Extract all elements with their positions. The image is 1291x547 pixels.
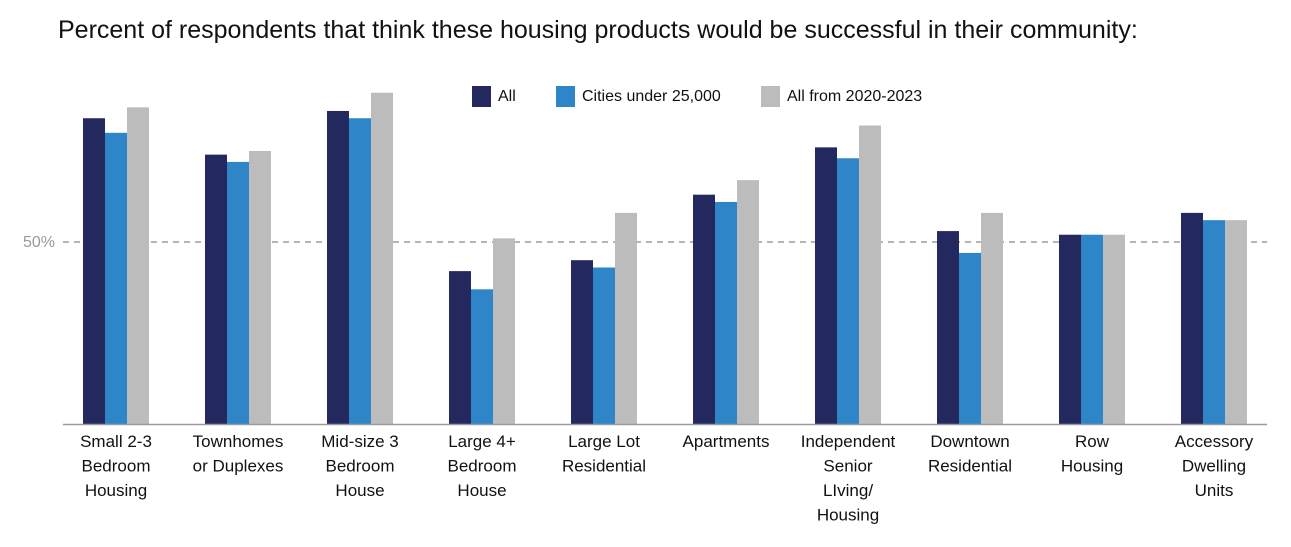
bar-3-category-6: [737, 180, 759, 424]
category-label-8: Downtown Residential: [928, 432, 1012, 476]
bar-1-category-3: [327, 110, 349, 425]
bar-3-category-1: [127, 107, 149, 424]
bar-3-category-7: [859, 125, 881, 425]
bar-1-category-4: [449, 271, 471, 424]
bar-1-category-9: [1059, 234, 1081, 424]
chart-title: Percent of respondents that think these …: [58, 16, 1138, 44]
bar-2-category-6: [715, 201, 737, 424]
reference-line-label: 50%: [23, 234, 55, 251]
bar-1-category-8: [937, 231, 959, 424]
bar-1-category-10: [1181, 212, 1203, 424]
bar-1-category-1: [83, 118, 105, 425]
legend-swatch-all: [472, 86, 491, 107]
bar-1-category-2: [205, 154, 227, 424]
legend-label-all-2020-2023: All from 2020-2023: [787, 87, 923, 105]
bar-1-category-7: [815, 147, 837, 425]
legend-item-all: All: [472, 86, 516, 107]
bar-3-category-4: [493, 238, 515, 424]
legend-item-all-2020-2023: All from 2020-2023: [761, 86, 922, 107]
bar-1-category-5: [571, 260, 593, 424]
bar-3-category-5: [615, 212, 637, 424]
bar-2-category-9: [1081, 234, 1103, 424]
bar-1-category-6: [693, 194, 715, 424]
bar-3-category-3: [371, 92, 393, 424]
bar-2-category-3: [349, 118, 371, 425]
bar-2-category-4: [471, 289, 493, 424]
legend-swatch-all-2020-2023: [761, 86, 780, 107]
legend-label-all: All: [498, 87, 516, 105]
bar-2-category-10: [1203, 220, 1225, 424]
bar-2-category-2: [227, 161, 249, 425]
bar-3-category-2: [249, 151, 271, 424]
bar-3-category-8: [981, 212, 1003, 424]
bar-3-category-9: [1103, 234, 1125, 424]
category-label-10: Accessory Dwelling Units: [1175, 432, 1254, 500]
category-label-5: Large Lot Residential: [562, 432, 646, 476]
bar-2-category-1: [105, 132, 127, 425]
category-label-1: Small 2-3 Bedroom Housing: [80, 432, 152, 500]
bar-2-category-7: [837, 158, 859, 424]
category-label-2: Townhomes or Duplexes: [193, 432, 284, 476]
category-label-6: Apartments: [683, 432, 770, 451]
bar-3-category-10: [1225, 220, 1247, 424]
bar-2-category-5: [593, 267, 615, 424]
category-label-9: Row Housing: [1061, 432, 1123, 476]
legend: All Cities under 25,000 All from 2020-20…: [0, 86, 1291, 110]
legend-swatch-cities-under-25000: [556, 86, 575, 107]
legend-label-cities-under-25000: Cities under 25,000: [582, 87, 721, 105]
category-label-3: Mid-size 3 Bedroom House: [321, 432, 398, 500]
bar-2-category-8: [959, 252, 981, 424]
category-label-7: Independent Senior LIving/Housing: [801, 432, 896, 525]
category-label-4: Large 4+ Bedroom House: [448, 432, 517, 500]
legend-item-cities-under-25000: Cities under 25,000: [556, 86, 721, 107]
